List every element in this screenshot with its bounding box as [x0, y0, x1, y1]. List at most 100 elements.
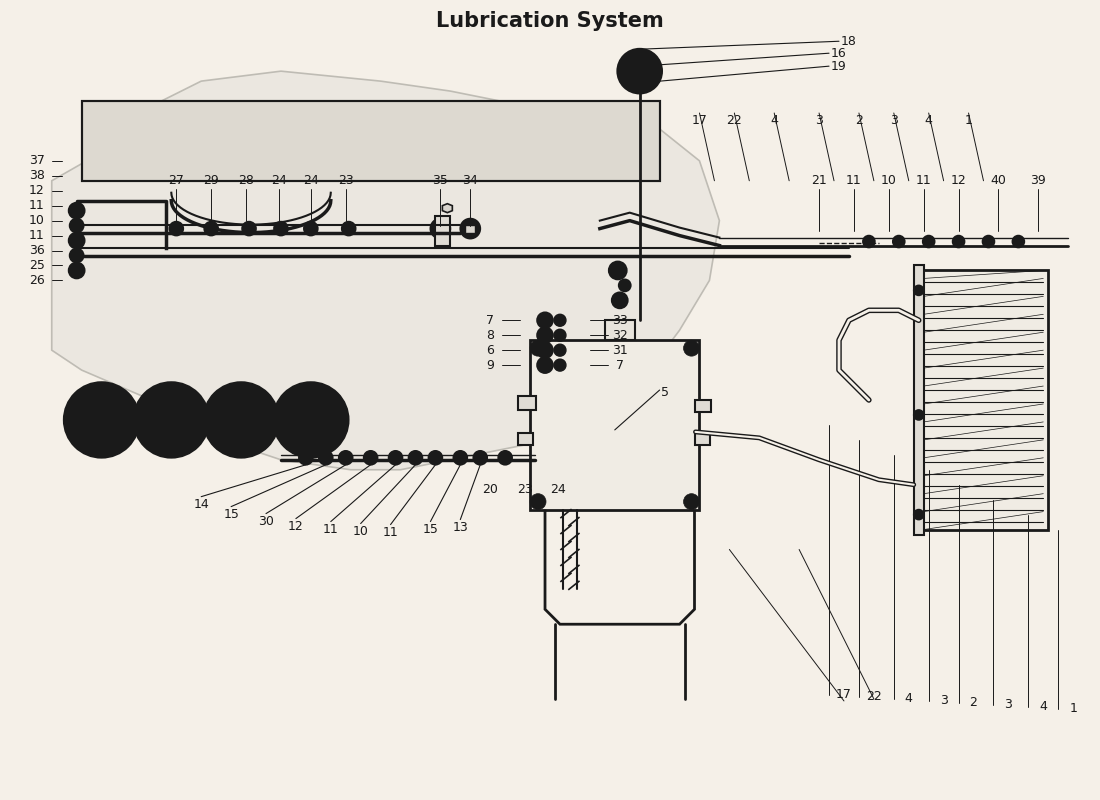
Circle shape: [274, 222, 288, 235]
Circle shape: [456, 454, 464, 462]
Circle shape: [608, 262, 627, 279]
Circle shape: [242, 222, 256, 235]
Bar: [530, 340, 700, 510]
Text: 1: 1: [1069, 702, 1077, 715]
Text: 23: 23: [338, 174, 353, 187]
Circle shape: [69, 218, 84, 233]
Bar: [695, 400, 712, 412]
Circle shape: [537, 327, 553, 343]
Text: 8: 8: [486, 329, 494, 342]
Bar: [81, 101, 660, 181]
Text: 7: 7: [616, 358, 624, 372]
Circle shape: [299, 451, 312, 465]
Circle shape: [307, 225, 315, 233]
Text: 25: 25: [29, 259, 45, 272]
Text: 4: 4: [1040, 701, 1047, 714]
Text: 15: 15: [223, 508, 239, 521]
Text: 12: 12: [288, 520, 304, 533]
Circle shape: [476, 454, 484, 462]
Text: 11: 11: [383, 526, 398, 539]
Text: 19: 19: [832, 60, 847, 73]
Circle shape: [625, 56, 654, 86]
Text: 6: 6: [486, 344, 494, 357]
Text: 3: 3: [1004, 698, 1012, 711]
Text: 36: 36: [29, 244, 45, 257]
Bar: [436, 225, 446, 233]
Text: 10: 10: [353, 525, 369, 538]
Circle shape: [73, 251, 80, 259]
Text: 3: 3: [890, 114, 898, 127]
Circle shape: [554, 344, 565, 356]
Circle shape: [342, 454, 350, 462]
Circle shape: [621, 282, 628, 288]
Circle shape: [204, 382, 279, 458]
Circle shape: [322, 454, 330, 462]
Text: 32: 32: [612, 329, 628, 342]
Circle shape: [530, 494, 546, 510]
Circle shape: [173, 225, 180, 233]
Text: 22: 22: [866, 690, 882, 703]
Circle shape: [537, 312, 553, 328]
Circle shape: [1015, 238, 1022, 245]
Text: 11: 11: [916, 174, 932, 187]
Circle shape: [683, 340, 700, 356]
Text: 24: 24: [302, 174, 319, 187]
Text: 14: 14: [194, 498, 209, 511]
Text: 29: 29: [204, 174, 219, 187]
Circle shape: [277, 225, 285, 233]
Circle shape: [615, 295, 625, 306]
Text: 12: 12: [29, 184, 45, 198]
Circle shape: [428, 451, 442, 465]
Circle shape: [273, 382, 349, 458]
Text: 30: 30: [258, 515, 274, 528]
Circle shape: [68, 202, 85, 218]
Circle shape: [205, 222, 218, 235]
Bar: [465, 225, 475, 233]
Circle shape: [304, 222, 318, 235]
Circle shape: [364, 451, 377, 465]
Circle shape: [866, 238, 872, 245]
Circle shape: [68, 262, 85, 278]
Text: 35: 35: [432, 174, 449, 187]
Circle shape: [72, 266, 81, 275]
Text: 23: 23: [517, 483, 534, 496]
Text: 2: 2: [855, 114, 862, 127]
Text: 4: 4: [905, 693, 913, 706]
Circle shape: [392, 454, 399, 462]
Text: 7: 7: [486, 314, 494, 326]
Circle shape: [319, 451, 333, 465]
Bar: [914, 266, 924, 534]
Text: 38: 38: [29, 170, 45, 182]
Polygon shape: [52, 71, 719, 470]
Polygon shape: [442, 204, 452, 213]
Text: 39: 39: [1031, 174, 1046, 187]
Text: 22: 22: [726, 114, 742, 127]
Text: 11: 11: [29, 199, 45, 212]
Circle shape: [342, 222, 355, 235]
Circle shape: [301, 454, 310, 462]
Text: 4: 4: [770, 114, 778, 127]
Text: 10: 10: [881, 174, 896, 187]
Text: 34: 34: [462, 174, 478, 187]
Circle shape: [895, 238, 902, 245]
Circle shape: [72, 235, 81, 246]
Text: 31: 31: [612, 344, 628, 357]
Circle shape: [143, 392, 199, 448]
Circle shape: [344, 225, 353, 233]
Text: 4: 4: [925, 114, 933, 127]
Circle shape: [618, 50, 661, 93]
Circle shape: [411, 454, 419, 462]
Circle shape: [498, 451, 513, 465]
Circle shape: [283, 392, 339, 448]
Circle shape: [213, 392, 270, 448]
Text: 12: 12: [950, 174, 967, 187]
Bar: [605, 320, 635, 340]
Text: 26: 26: [29, 274, 45, 287]
Circle shape: [914, 510, 924, 519]
Text: 1: 1: [965, 114, 972, 127]
Circle shape: [473, 451, 487, 465]
Circle shape: [530, 340, 546, 356]
Circle shape: [366, 454, 375, 462]
Bar: [518, 396, 536, 410]
Circle shape: [133, 382, 209, 458]
